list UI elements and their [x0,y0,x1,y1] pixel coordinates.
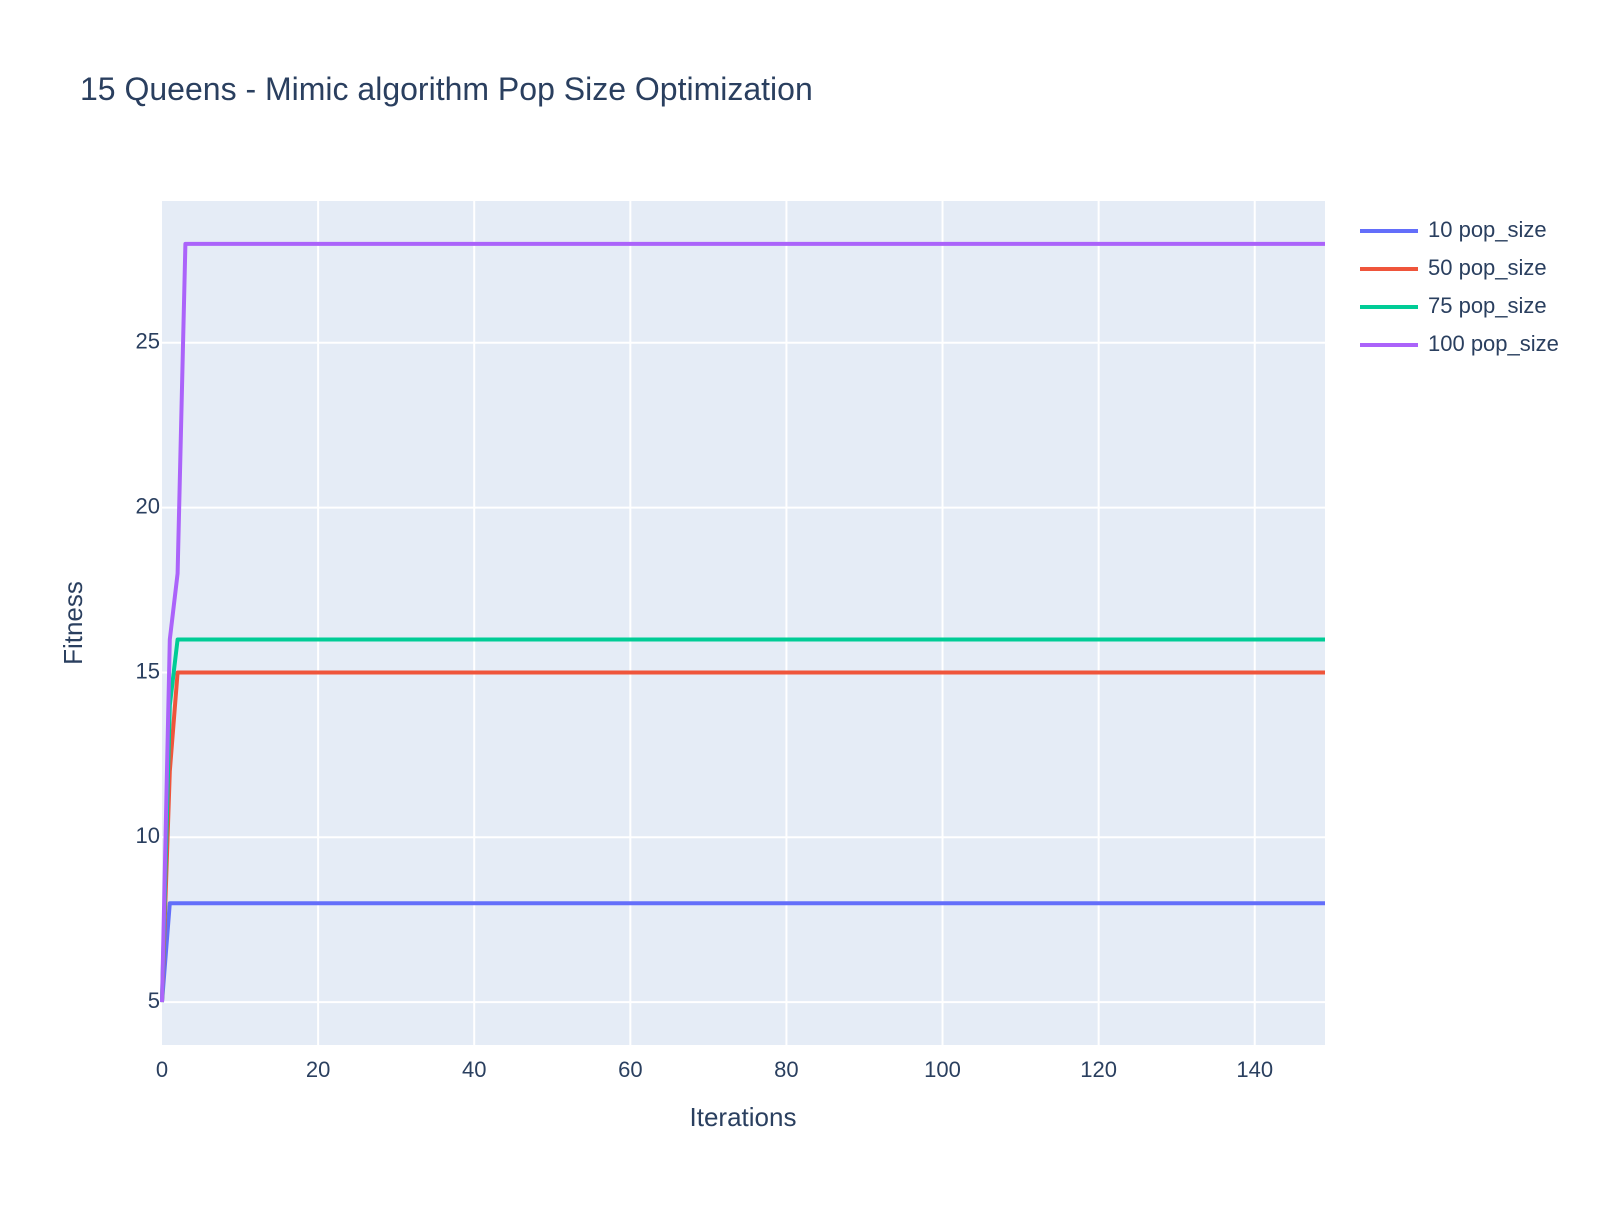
y-tick-label: 10 [136,823,160,848]
x-axis-ticks: 0 20 40 60 80 100 120 140 [156,1057,1273,1082]
x-tick-label: 100 [924,1057,961,1082]
series-lines [160,241,1325,1003]
y-tick-label: 15 [136,658,160,683]
legend-item[interactable]: 50 pop_size [1360,255,1547,280]
y-axis-title: Fitness [58,581,88,665]
legend-item[interactable]: 100 pop_size [1360,331,1559,356]
y-axis-ticks: 5 10 15 20 25 [136,329,160,1013]
legend-item[interactable]: 10 pop_size [1360,217,1547,242]
plot-area [162,201,1325,1045]
legend[interactable]: 10 pop_size 50 pop_size 75 pop_size 100 pop… [1360,217,1559,356]
x-tick-label: 20 [306,1057,330,1082]
x-tick-label: 80 [774,1057,798,1082]
legend-label: 50 pop_size [1428,255,1547,280]
legend-label: 10 pop_size [1428,217,1547,242]
x-tick-label: 40 [462,1057,486,1082]
legend-label: 100 pop_size [1428,331,1559,356]
legend-label: 75 pop_size [1428,293,1547,318]
x-tick-label: 0 [156,1057,168,1082]
x-tick-label: 60 [618,1057,642,1082]
series-line-4[interactable] [160,241,1325,1003]
y-tick-label: 5 [148,988,160,1013]
y-tick-label: 25 [136,329,160,354]
x-tick-label: 120 [1080,1057,1117,1082]
legend-item[interactable]: 75 pop_size [1360,293,1547,318]
y-tick-label: 20 [136,493,160,518]
chart-title: 15 Queens - Mimic algorithm Pop Size Opt… [80,71,813,107]
x-tick-label: 140 [1236,1057,1273,1082]
x-axis-title: Iterations [690,1102,797,1132]
